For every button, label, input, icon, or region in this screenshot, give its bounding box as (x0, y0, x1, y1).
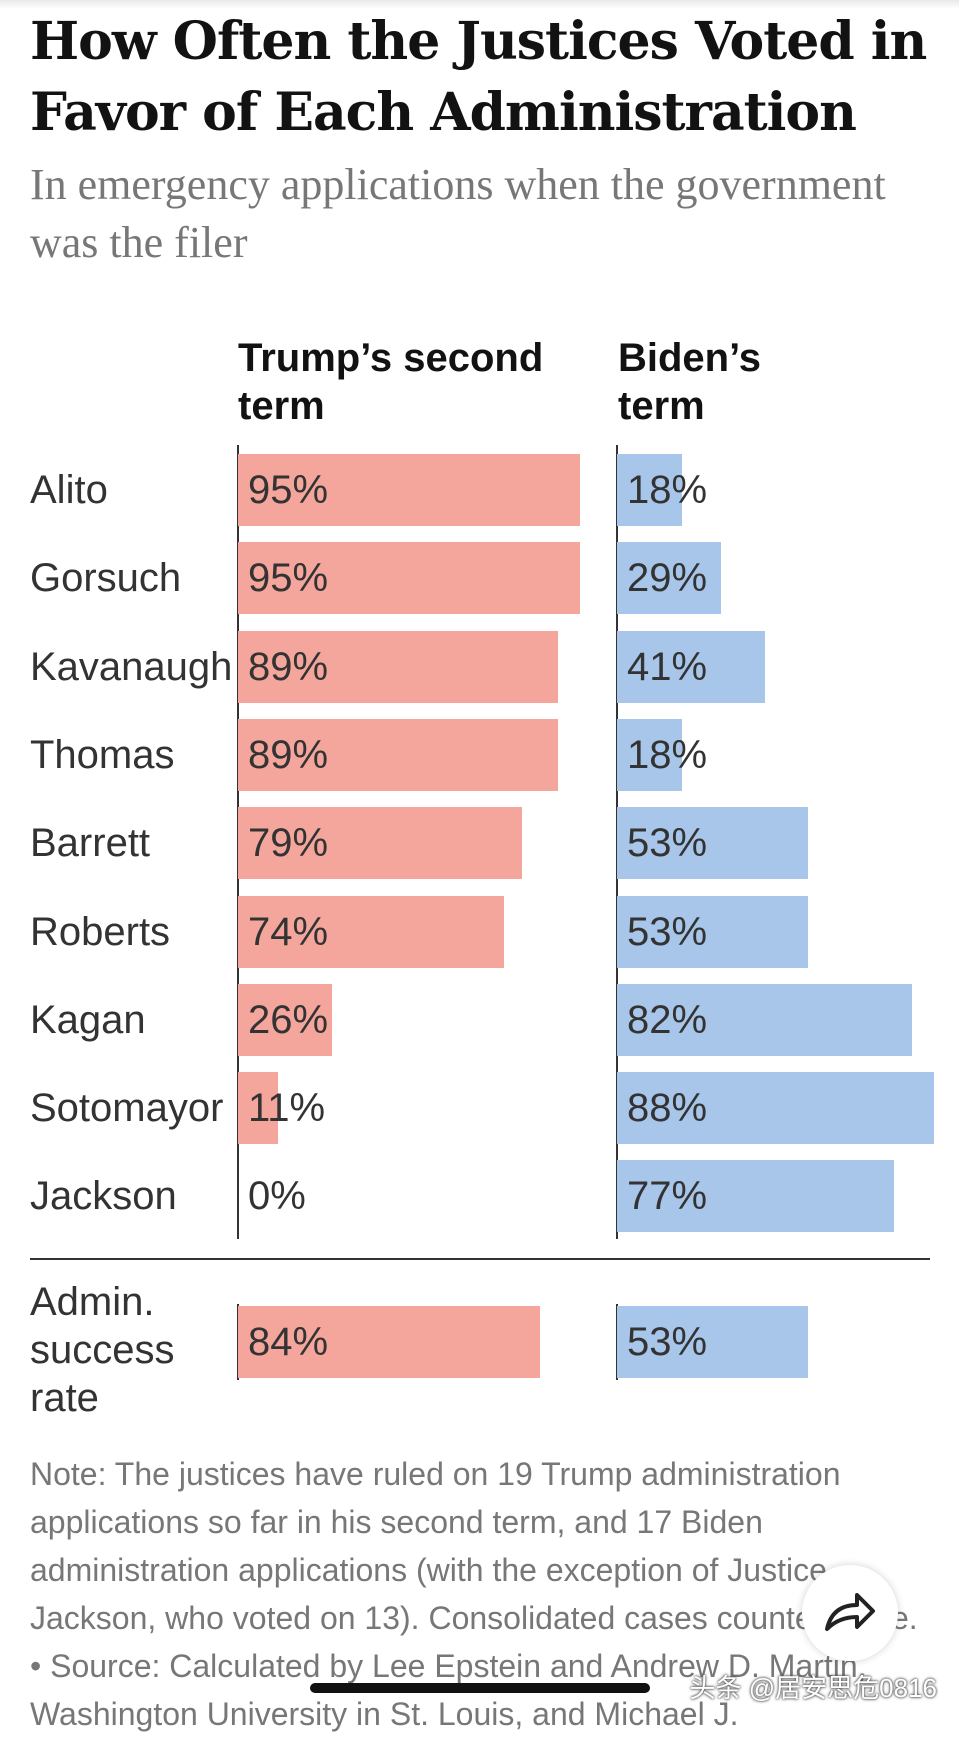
share-button[interactable] (802, 1565, 898, 1661)
bar-trump-roberts (238, 895, 505, 968)
value-label-trump-alito: 95% (248, 468, 329, 512)
bar-biden-gorsuch (617, 542, 722, 615)
value-label-trump-kagan: 26% (248, 997, 329, 1042)
bar-biden-barrett (617, 807, 808, 880)
summary-bar-biden (617, 1306, 808, 1378)
value-label-biden-roberts: 53% (627, 909, 708, 954)
value-label-trump-sotomayor: 11% (248, 1086, 326, 1131)
value-label-biden-kavanaugh: 41% (627, 644, 708, 689)
row-label-kavanaugh: Kavanaugh (30, 644, 233, 689)
value-label-biden-kagan: 82% (627, 997, 708, 1042)
bar-trump-gorsuch (238, 542, 580, 615)
value-label-trump-gorsuch: 95% (248, 556, 329, 601)
row-label-gorsuch: Gorsuch (30, 556, 182, 601)
value-label-biden-thomas: 18% (627, 732, 708, 777)
value-label-biden-jackson: 77% (627, 1174, 708, 1219)
bar-biden-alito (617, 454, 682, 526)
row-label-jackson: Jackson (30, 1174, 177, 1219)
summary-value-biden: 53% (627, 1320, 708, 1364)
row-label-thomas: Thomas (30, 732, 175, 777)
summary-bar-trump (238, 1306, 541, 1378)
bar-trump-kavanaugh (238, 630, 559, 703)
chart-subtitle: In emergency applications when the gover… (30, 160, 886, 267)
home-indicator (310, 1683, 650, 1693)
bar-biden-kagan (617, 983, 913, 1056)
value-label-biden-alito: 18% (627, 468, 708, 512)
value-label-trump-jackson: 0% (248, 1174, 306, 1219)
row-label-sotomayor: Sotomayor (30, 1086, 224, 1131)
value-label-biden-gorsuch: 29% (627, 556, 708, 601)
value-label-trump-barrett: 79% (248, 821, 329, 866)
bar-trump-kagan (238, 983, 332, 1056)
summary-value-trump: 84% (248, 1320, 329, 1364)
bar-trump-alito (238, 454, 580, 526)
bar-trump-thomas (238, 718, 559, 791)
chart-divider (30, 1258, 930, 1260)
bar-biden-sotomayor (617, 1072, 934, 1145)
row-label-kagan: Kagan (30, 997, 146, 1042)
bar-biden-thomas (617, 718, 682, 791)
series-header-biden: Biden’s term (618, 336, 761, 428)
row-label-roberts: Roberts (30, 909, 171, 954)
value-label-trump-thomas: 89% (248, 732, 329, 777)
value-label-biden-barrett: 53% (627, 821, 708, 866)
share-arrow-icon (825, 1593, 875, 1631)
bar-trump-barrett (238, 807, 523, 880)
chart-title: How Often the Justices Voted in Favor of… (30, 11, 927, 143)
value-label-trump-roberts: 74% (248, 909, 329, 954)
value-label-trump-kavanaugh: 89% (248, 644, 329, 689)
series-header-trump: Trump’s second term (238, 336, 544, 428)
row-label-alito: Alito (30, 468, 108, 512)
bar-biden-kavanaugh (617, 630, 765, 703)
watermark: 头条 @居安思危0816 (689, 1673, 937, 1703)
bar-trump-sotomayor (238, 1072, 278, 1145)
value-label-biden-sotomayor: 88% (627, 1086, 708, 1131)
summary-label: Admin. success rate (30, 1280, 175, 1420)
bar-biden-roberts (617, 895, 808, 968)
row-label-barrett: Barrett (30, 821, 151, 866)
bar-biden-jackson (617, 1160, 895, 1233)
top-shade (0, 0, 959, 9)
